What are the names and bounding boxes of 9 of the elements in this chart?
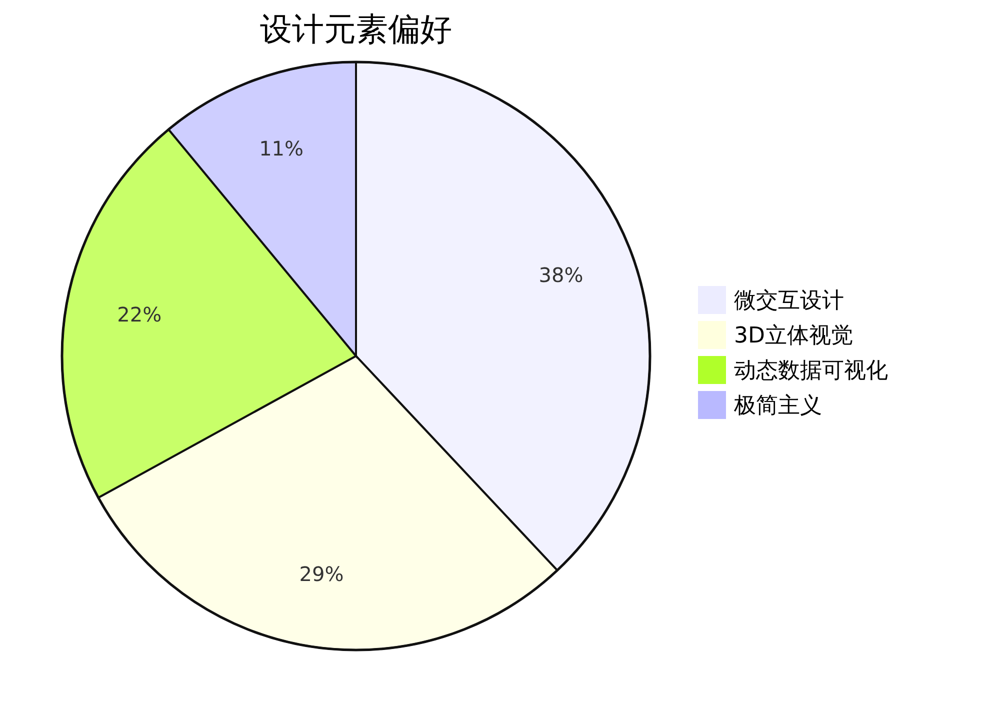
data-label: 29% <box>299 562 344 586</box>
data-label: 38% <box>538 262 584 287</box>
chart-title: 设计元素偏好 <box>260 10 452 48</box>
data-label: 11% <box>259 136 304 161</box>
data-label: 22% <box>117 302 162 327</box>
legend-label: 微交互设计 <box>734 288 844 314</box>
legend-label: 极简主义 <box>733 394 822 419</box>
legend-label: 动态数据可视化 <box>734 358 888 384</box>
legend-label: 3D立体视觉 <box>734 324 853 349</box>
